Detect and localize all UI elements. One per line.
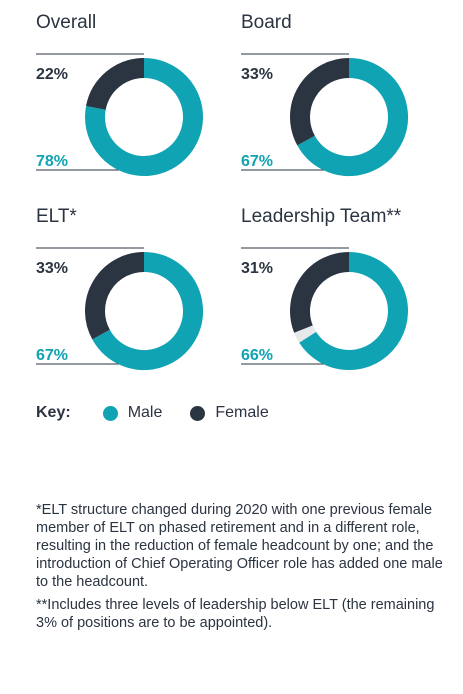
chart-board: Board 33% 67% bbox=[241, 6, 456, 196]
female-percentage: 33% bbox=[241, 66, 274, 83]
donut-slice-male bbox=[85, 58, 203, 176]
donut-svg bbox=[36, 247, 203, 370]
chart-title: ELT* bbox=[36, 206, 77, 227]
donut-slice-female bbox=[85, 252, 145, 340]
chart-title: Board bbox=[241, 12, 292, 33]
donut-svg bbox=[241, 247, 408, 370]
legend-item-male: Male bbox=[102, 404, 163, 422]
legend: Key: Male Female bbox=[36, 404, 297, 422]
footnote-elt: *ELT structure changed during 2020 with … bbox=[36, 502, 443, 590]
female-percentage: 33% bbox=[36, 260, 69, 277]
donut-svg bbox=[36, 53, 203, 176]
donut-slice-male bbox=[297, 58, 408, 176]
donut-slice-female bbox=[86, 58, 145, 111]
male-swatch-icon bbox=[102, 405, 118, 421]
male-percentage: 67% bbox=[36, 347, 69, 364]
legend-text-male: Male bbox=[127, 404, 163, 421]
female-swatch-icon bbox=[190, 405, 206, 421]
female-percentage: 31% bbox=[241, 260, 274, 277]
footnotes: *ELT structure changed during 2020 with … bbox=[36, 501, 452, 637]
donut-svg bbox=[241, 53, 408, 176]
legend-text-female: Female bbox=[215, 404, 269, 421]
male-percentage: 66% bbox=[241, 347, 274, 364]
male-percentage: 67% bbox=[241, 153, 274, 170]
donut-slice-male bbox=[299, 252, 408, 370]
chart-title: Overall bbox=[36, 12, 97, 33]
chart-elt: ELT* 33% 67% bbox=[36, 200, 251, 390]
donut-slice-female bbox=[290, 58, 350, 146]
female-percentage: 22% bbox=[36, 66, 69, 83]
chart-title: Leadership Team** bbox=[241, 206, 402, 227]
donut-slice-male bbox=[92, 252, 203, 370]
donut-slice-female bbox=[290, 252, 350, 333]
footnote-leadership: **Includes three levels of leadership be… bbox=[36, 597, 435, 631]
donut-slice-to-be-appointed bbox=[294, 325, 317, 343]
male-percentage: 78% bbox=[36, 153, 69, 170]
chart-overall: Overall 22% 78% bbox=[36, 6, 251, 196]
legend-item-female: Female bbox=[190, 404, 269, 422]
legend-label: Key: bbox=[36, 404, 71, 421]
chart-leadership-team: Leadership Team** 31% 66% bbox=[241, 200, 456, 390]
